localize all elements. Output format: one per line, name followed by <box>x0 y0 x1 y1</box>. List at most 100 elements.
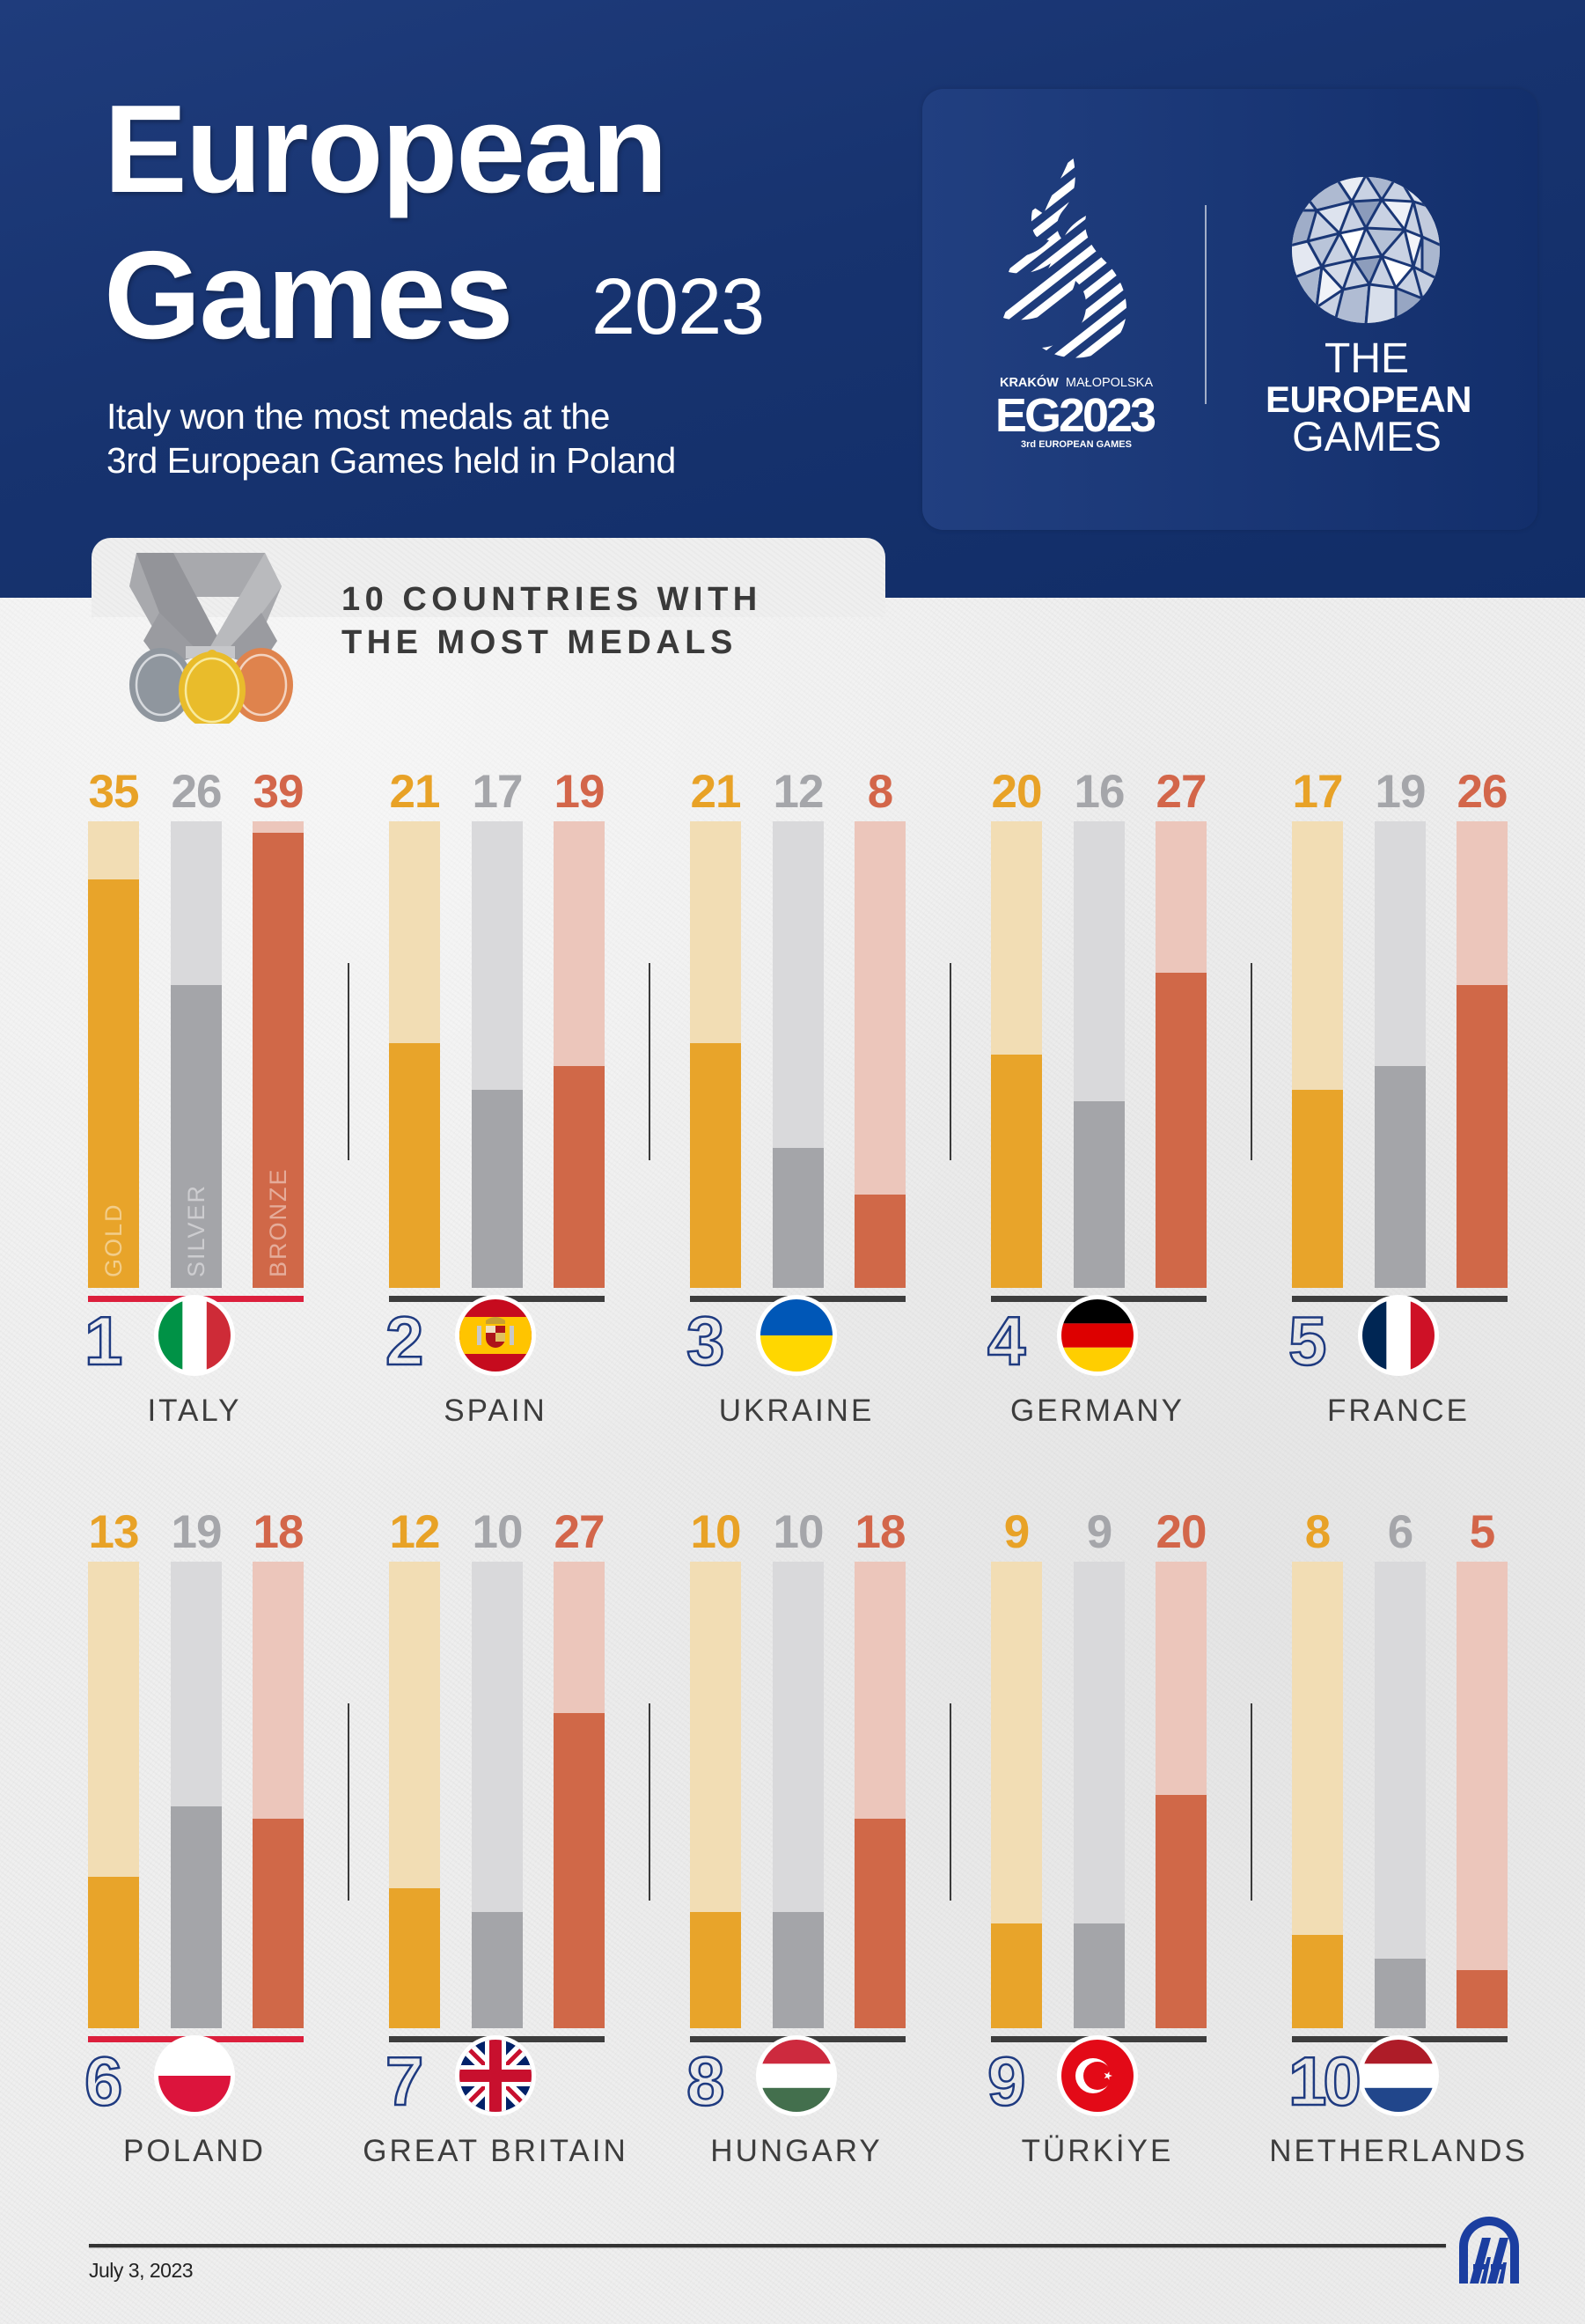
gold-count-label: 35 <box>88 766 140 818</box>
bronze-bar <box>554 1066 605 1288</box>
silver-bar-track <box>1074 821 1125 1288</box>
gold-count-label: 10 <box>690 1506 742 1558</box>
gold-count-label: 12 <box>389 1506 441 1558</box>
rank-number: 1 <box>84 1302 124 1379</box>
gold-bar-track <box>1292 1562 1343 2028</box>
group-divider <box>1251 1703 1252 1901</box>
silver-bar-track <box>773 821 824 1288</box>
country-name: UKRAINE <box>718 1394 875 1428</box>
gold-bar <box>991 1923 1042 2028</box>
bronze-bar-track <box>253 821 304 1288</box>
logo-panel: KRAKÓW MAŁOPOLSKA EG2023 3rd EUROPEAN GA… <box>922 89 1537 530</box>
germany-flag-icon <box>1056 1294 1139 1377</box>
silver-bar <box>171 1806 222 2028</box>
silver-bar-track <box>171 821 222 1288</box>
gold-bar-track <box>88 821 139 1288</box>
group-divider <box>950 1703 951 1901</box>
rank-number: 10 <box>1288 2042 1362 2120</box>
bronze-count-label: 18 <box>253 1506 305 1558</box>
gold-bar <box>690 1911 741 2028</box>
country-name: FRANCE <box>1327 1394 1470 1428</box>
bronze-legend-label: BRONZE <box>265 1167 291 1277</box>
rank-number: 8 <box>686 2042 726 2120</box>
italy-flag-icon <box>153 1294 236 1377</box>
bronze-count-label: 27 <box>1156 766 1207 818</box>
eg2023-edition: 3rd EUROPEAN GAMES <box>1021 439 1132 450</box>
anadolu-agency-logo-icon <box>1459 2217 1519 2284</box>
silver-count-label: 12 <box>773 766 825 818</box>
bronze-bar-track <box>1457 821 1508 1288</box>
medals-icon <box>129 553 293 724</box>
silver-count-label: 17 <box>472 766 524 818</box>
eg2023-mark: EG2023 <box>994 389 1156 442</box>
gold-count-label: 21 <box>389 766 441 818</box>
gold-count-label: 13 <box>88 1506 140 1558</box>
rank-number: 6 <box>84 2042 124 2120</box>
country-name: HUNGARY <box>710 2134 883 2168</box>
gold-bar-track <box>991 821 1042 1288</box>
page-title-line-1: European <box>104 79 668 219</box>
silver-bar <box>773 1148 824 1288</box>
silver-count-label: 16 <box>1074 766 1126 818</box>
logo-divider <box>1205 205 1207 404</box>
european-games-line-3: GAMES <box>1292 413 1442 460</box>
gold-count-label: 8 <box>1304 1506 1331 1558</box>
gold-count-label: 21 <box>690 766 742 818</box>
bronze-count-label: 18 <box>855 1506 906 1558</box>
bronze-bar <box>1156 973 1207 1288</box>
rank-number: 9 <box>987 2042 1027 2120</box>
bronze-bar <box>253 833 304 1288</box>
gold-count-label: 20 <box>991 766 1043 818</box>
silver-bar <box>472 1089 523 1288</box>
silver-legend-label: SILVER <box>183 1183 209 1277</box>
bronze-bar <box>554 1713 605 2028</box>
netherlands-flag-icon <box>1357 2034 1440 2117</box>
silver-count-label: 9 <box>1086 1506 1112 1558</box>
gold-bar <box>389 1042 440 1288</box>
bronze-bar-track <box>855 1562 906 2028</box>
ukraine-flag-icon <box>755 1294 838 1377</box>
silver-bar-track <box>472 821 523 1288</box>
turkiye-flag-icon <box>1056 2034 1139 2117</box>
bronze-count-label: 20 <box>1156 1506 1207 1558</box>
silver-bar-track <box>1375 821 1426 1288</box>
silver-bar-track <box>1375 1562 1426 2028</box>
gold-bar <box>1292 1089 1343 1288</box>
gold-bar-track <box>389 821 440 1288</box>
european-games-line-1: THE <box>1325 335 1409 382</box>
bronze-count-label: 19 <box>554 766 605 818</box>
eg2023-city-region: KRAKÓW MAŁOPOLSKA <box>984 376 1169 390</box>
page-title-year: 2023 <box>591 263 765 351</box>
gold-count-label: 9 <box>1003 1506 1030 1558</box>
european-games-line-2: EUROPEAN <box>1265 379 1472 420</box>
rank-number: 5 <box>1288 1302 1328 1379</box>
rank-number: 7 <box>385 2042 425 2120</box>
bronze-bar <box>1457 1969 1508 2028</box>
silver-bar-track <box>773 1562 824 2028</box>
country-name: ITALY <box>147 1394 242 1428</box>
bronze-bar-track <box>1156 821 1207 1288</box>
group-divider <box>348 1703 349 1901</box>
gold-legend-label: GOLD <box>100 1202 127 1277</box>
great-britain-flag-icon <box>454 2034 537 2117</box>
country-name: TÜRKİYE <box>1021 2134 1174 2168</box>
gold-bar <box>389 1888 440 2028</box>
country-name: GERMANY <box>1010 1394 1185 1428</box>
gold-bar-track <box>389 1562 440 2028</box>
gold-bar-track <box>88 1562 139 2028</box>
page-title-line-2: Games <box>104 225 514 365</box>
group-divider <box>649 1703 650 1901</box>
bronze-bar-track <box>554 1562 605 2028</box>
bronze-count-label: 26 <box>1457 766 1508 818</box>
eg2023-region: MAŁOPOLSKA <box>1065 376 1153 390</box>
bronze-bar <box>855 1195 906 1288</box>
rank-number: 2 <box>385 1302 425 1379</box>
silver-bar <box>773 1911 824 2028</box>
gold-bar <box>88 879 139 1288</box>
eg2023-city: KRAKÓW <box>999 376 1059 390</box>
silver-bar <box>1375 1066 1426 1288</box>
poland-flag-icon <box>153 2034 236 2117</box>
gold-bar-track <box>690 821 741 1288</box>
gold-count-label: 17 <box>1292 766 1344 818</box>
silver-bar-track <box>171 1562 222 2028</box>
